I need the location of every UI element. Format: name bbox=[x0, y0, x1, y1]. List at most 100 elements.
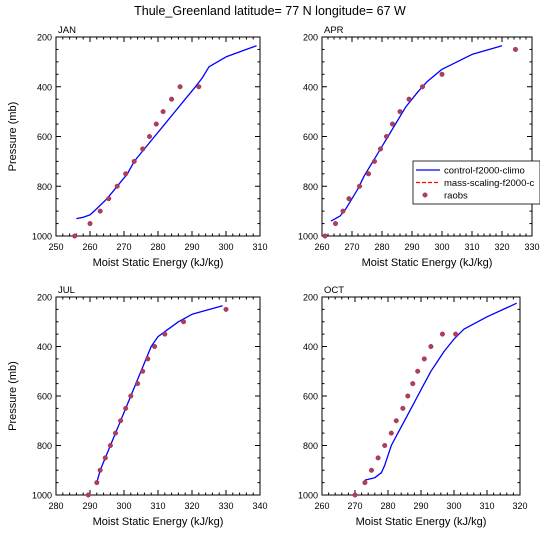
data-point-raobs bbox=[405, 393, 411, 399]
data-point-raobs bbox=[406, 96, 412, 102]
y-tick-label: 600 bbox=[37, 132, 52, 142]
x-tick-label: 250 bbox=[48, 242, 63, 252]
y-tick-label: 1000 bbox=[32, 491, 52, 501]
data-point-raobs bbox=[160, 109, 166, 115]
series-line-control-f2000-climo bbox=[76, 45, 257, 220]
data-point-raobs bbox=[357, 183, 363, 189]
data-point-raobs bbox=[131, 158, 137, 164]
x-tick-label: 320 bbox=[512, 501, 527, 511]
data-point-raobs bbox=[372, 158, 378, 164]
x-tick-label: 290 bbox=[413, 501, 428, 511]
x-tick-label: 280 bbox=[374, 242, 389, 252]
x-tick-label: 300 bbox=[218, 242, 233, 252]
y-tick-label: 1000 bbox=[32, 232, 52, 242]
x-tick-label: 290 bbox=[82, 501, 97, 511]
data-point-raobs bbox=[415, 368, 421, 374]
panel-title: JUL bbox=[58, 285, 75, 296]
data-point-raobs bbox=[180, 319, 186, 325]
data-point-raobs bbox=[169, 96, 175, 102]
data-point-raobs bbox=[97, 467, 103, 473]
data-point-raobs bbox=[140, 368, 146, 374]
data-point-raobs bbox=[128, 393, 134, 399]
x-tick-label: 260 bbox=[82, 242, 97, 252]
data-point-raobs bbox=[400, 405, 406, 411]
x-tick-label: 270 bbox=[116, 242, 131, 252]
data-point-raobs bbox=[421, 356, 427, 362]
y-tick-label: 600 bbox=[37, 392, 52, 402]
y-tick-label: 200 bbox=[303, 293, 318, 303]
y-tick-label: 600 bbox=[303, 392, 318, 402]
data-point-raobs bbox=[135, 381, 141, 387]
x-tick-label: 280 bbox=[150, 242, 165, 252]
data-point-raobs bbox=[114, 183, 120, 189]
x-tick-label: 280 bbox=[48, 501, 63, 511]
x-tick-label: 300 bbox=[434, 242, 449, 252]
data-point-raobs bbox=[87, 221, 93, 227]
data-point-raobs bbox=[322, 233, 328, 239]
data-point-raobs bbox=[378, 146, 384, 152]
y-tick-label: 600 bbox=[303, 132, 318, 142]
y-tick-label: 400 bbox=[37, 342, 52, 352]
x-tick-label: 270 bbox=[344, 242, 359, 252]
panel-title: OCT bbox=[324, 285, 344, 296]
x-tick-label: 320 bbox=[184, 501, 199, 511]
y-tick-label: 200 bbox=[303, 33, 318, 43]
y-tick-label: 800 bbox=[303, 182, 318, 192]
data-point-raobs bbox=[223, 306, 229, 312]
x-tick-label: 310 bbox=[479, 501, 494, 511]
figure-title: Thule_Greenland latitude= 77 N longitude… bbox=[134, 4, 406, 18]
x-tick-label: 260 bbox=[314, 501, 329, 511]
data-point-raobs bbox=[410, 381, 416, 387]
x-tick-label: 300 bbox=[116, 501, 131, 511]
plot-frame bbox=[55, 296, 261, 496]
data-point-raobs bbox=[153, 121, 159, 127]
data-point-raobs bbox=[97, 208, 103, 214]
x-tick-label: 320 bbox=[494, 242, 509, 252]
data-point-raobs bbox=[152, 344, 158, 350]
x-tick-label: 300 bbox=[446, 501, 461, 511]
panel-title: JAN bbox=[58, 25, 76, 36]
plot-frame bbox=[55, 36, 261, 237]
data-point-raobs bbox=[390, 121, 396, 127]
data-point-raobs bbox=[388, 430, 394, 436]
x-tick-label: 330 bbox=[218, 501, 233, 511]
data-point-raobs bbox=[102, 455, 108, 461]
series-line-control-f2000-climo bbox=[96, 305, 223, 483]
legend-label-mass-scaling-f2000-c: mass-scaling-f2000-c bbox=[444, 178, 535, 189]
x-axis-label: Moist Static Energy (kJ/kg) bbox=[93, 516, 224, 528]
data-point-raobs bbox=[123, 171, 129, 177]
data-point-raobs bbox=[140, 146, 146, 152]
data-point-raobs bbox=[346, 196, 352, 202]
y-axis-label: Pressure (mb) bbox=[7, 361, 19, 431]
data-point-raobs bbox=[145, 356, 151, 362]
panel-title: APR bbox=[324, 25, 344, 36]
panel-apr: 260 270 280 290 300 310 320 330 200 400 600 800 1000… bbox=[298, 25, 540, 269]
y-tick-label: 800 bbox=[37, 441, 52, 451]
data-point-raobs bbox=[340, 208, 346, 214]
data-point-raobs bbox=[333, 221, 339, 227]
y-tick-label: 200 bbox=[37, 33, 52, 43]
x-tick-label: 310 bbox=[464, 242, 479, 252]
x-tick-label: 330 bbox=[524, 242, 539, 252]
y-tick-label: 400 bbox=[303, 82, 318, 92]
data-point-raobs bbox=[384, 133, 390, 139]
data-point-raobs bbox=[439, 331, 445, 337]
plot-frame bbox=[321, 36, 533, 237]
data-point-raobs bbox=[453, 331, 459, 337]
series-line-control-f2000-climo bbox=[364, 302, 517, 481]
legend-label-raobs: raobs bbox=[444, 191, 468, 202]
panel-jan: 250 260 270 280 290 300 310 200 400 600 800 1000 JAN… bbox=[7, 25, 268, 269]
data-point-raobs bbox=[196, 84, 202, 90]
y-tick-label: 400 bbox=[37, 82, 52, 92]
x-axis-label: Moist Static Energy (kJ/kg) bbox=[362, 257, 493, 269]
panel-oct: 260 270 280 290 300 310 320 200 400 600 800 1000 OCT… bbox=[298, 285, 528, 528]
data-point-raobs bbox=[420, 84, 426, 90]
data-point-raobs bbox=[362, 480, 368, 486]
y-tick-label: 800 bbox=[37, 182, 52, 192]
x-tick-label: 260 bbox=[314, 242, 329, 252]
data-point-raobs bbox=[369, 467, 375, 473]
y-axis-label: Pressure (mb) bbox=[7, 102, 19, 172]
data-point-raobs bbox=[146, 133, 152, 139]
y-tick-label: 800 bbox=[303, 441, 318, 451]
